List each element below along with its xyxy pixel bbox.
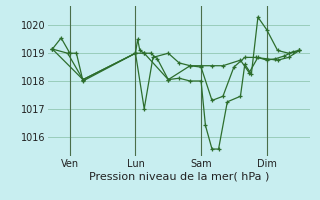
X-axis label: Pression niveau de la mer( hPa ): Pression niveau de la mer( hPa ) xyxy=(89,172,269,182)
